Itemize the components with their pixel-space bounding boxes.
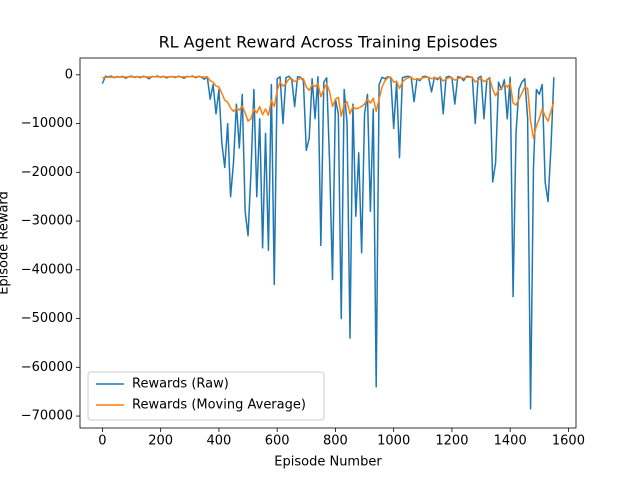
series-line	[101, 75, 555, 410]
x-tick-label: 1000	[377, 434, 410, 449]
legend-box	[87, 371, 325, 421]
series-line	[102, 75, 555, 139]
y-tick-label: −30000	[21, 214, 73, 229]
x-tick-label: 200	[148, 434, 173, 449]
x-axis-label: Episode Number	[274, 455, 382, 470]
chart-title: RL Agent Reward Across Training Episodes	[159, 33, 498, 52]
x-tick-label: 1600	[552, 434, 585, 449]
x-tick-label: 400	[207, 434, 232, 449]
x-tick-label: 1400	[494, 434, 527, 449]
y-tick-label: −10000	[21, 116, 73, 131]
y-tick-label: −70000	[21, 409, 73, 424]
plot-frame	[79, 57, 577, 429]
x-tick-label: 0	[98, 434, 106, 449]
x-tick-label: 1200	[435, 434, 468, 449]
x-tick-label: 800	[323, 434, 348, 449]
y-tick-label: −50000	[21, 311, 73, 326]
y-axis-label: Episode Reward	[0, 191, 12, 295]
y-tick-label: −20000	[21, 165, 73, 180]
legend-label: Rewards (Moving Average)	[132, 398, 306, 413]
y-tick-label: 0	[65, 67, 73, 82]
x-tick-label: 600	[265, 434, 290, 449]
y-tick-label: −40000	[21, 262, 73, 277]
legend-label: Rewards (Raw)	[132, 377, 229, 392]
y-tick-label: −60000	[21, 360, 73, 375]
